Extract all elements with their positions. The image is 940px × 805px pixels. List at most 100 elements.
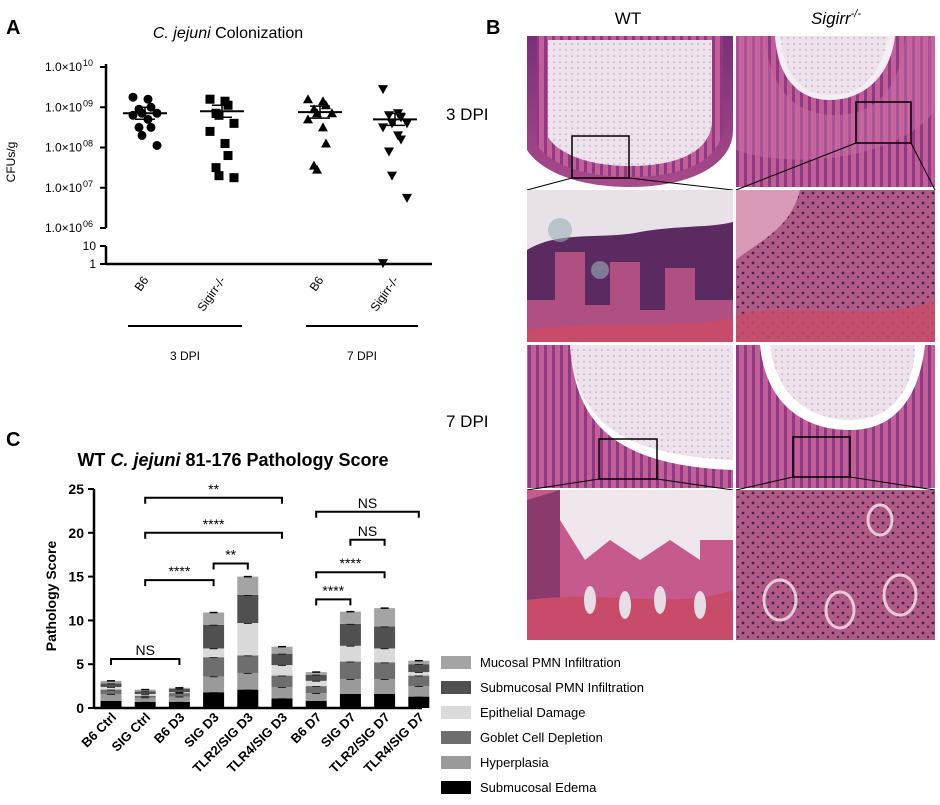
data-point <box>384 147 394 157</box>
data-point <box>152 140 162 150</box>
panel-c-y-tick-label: 25 <box>68 481 84 497</box>
panel-a-y-ticks: 1.0×10 101.0×10 091.0×10 081.0×10 071.0×10 06… <box>45 58 106 271</box>
data-point <box>402 119 412 129</box>
bar-segment <box>134 697 156 702</box>
data-point <box>214 110 224 120</box>
bar-segment <box>374 679 396 694</box>
bar-segment <box>100 686 122 690</box>
panel-a-group-label: 3 DPI <box>170 349 200 363</box>
significance-label: ** <box>225 546 236 562</box>
bar-segment <box>305 686 327 694</box>
bar-segment <box>339 611 361 624</box>
data-point <box>396 135 406 145</box>
panel-c-bars <box>100 575 430 708</box>
panel-a-y-tick-exponent: 10 <box>83 58 93 68</box>
histology-wt-7dpi-zoom <box>527 490 733 640</box>
bar-segment <box>100 683 122 687</box>
panel-a-y-tick-exponent: 07 <box>83 179 93 189</box>
histology-column-sigirr-sup: -/- <box>851 8 862 20</box>
bar-segment <box>271 646 293 654</box>
panel-c-y-tick-label: 20 <box>68 525 84 541</box>
data-point <box>378 85 388 95</box>
panel-c-y-tick-label: 5 <box>76 656 84 672</box>
panel-c-title-italic: C. jejuni <box>110 450 181 470</box>
data-point <box>396 113 406 123</box>
bar-segment <box>339 679 361 694</box>
bar-segment <box>168 696 190 702</box>
significance-label: **** <box>340 555 362 571</box>
significance-bracket <box>144 531 283 539</box>
inset-box-sigirr-3dpi <box>855 101 912 144</box>
panel-a-y-tick-label: 1.0×10 <box>45 141 82 155</box>
panel-a-y-tick-exponent: 06 <box>83 219 93 229</box>
data-point <box>146 122 156 132</box>
histology-wt-3dpi-zoom <box>527 190 733 342</box>
bar-segment <box>134 695 156 698</box>
bar-segment <box>271 686 293 699</box>
histology-sigirr-7dpi-zoom <box>736 490 935 640</box>
significance-bracket <box>144 496 283 504</box>
panel-c-y-axis-label: Pathology Score <box>43 541 59 652</box>
bar-segment <box>271 653 293 666</box>
bar-segment <box>374 693 396 708</box>
bar-segment <box>203 624 225 649</box>
bar-segment <box>271 675 293 687</box>
panel-c-legend: Mucosal PMN Infiltration Submucosal PMN I… <box>441 655 644 795</box>
legend-label: Hyperplasia <box>480 755 549 770</box>
bar-segment <box>408 675 430 687</box>
panel-a-x-tick-label: B6 <box>132 273 152 293</box>
legend-swatch <box>441 706 471 719</box>
bar-segment <box>374 648 396 663</box>
inset-box-sigirr-7dpi <box>792 436 851 478</box>
panel-a-x-tick-label: Sigirr-/- <box>367 274 401 314</box>
panel-a-y-tick-exponent: 08 <box>83 139 93 149</box>
data-point <box>205 94 215 104</box>
data-point <box>387 171 397 181</box>
bar-segment <box>408 672 430 676</box>
data-point <box>321 100 331 110</box>
panel-c-letter: C <box>6 429 20 451</box>
data-point <box>321 138 331 148</box>
bar-segment <box>408 696 430 708</box>
significance-bracket <box>315 571 386 579</box>
histology-sigirr-7dpi-overview <box>736 345 935 488</box>
legend-label: Epithelial Damage <box>480 705 586 720</box>
zoom-lines-3dpi <box>526 142 936 191</box>
legend-swatch <box>441 656 471 669</box>
bar-segment <box>237 672 259 690</box>
data-point <box>137 130 147 140</box>
bar-segment <box>305 674 327 681</box>
histology-row-3dpi: 3 DPI <box>446 105 489 124</box>
panel-a-x-labels: B6 Sigirr-/- B6 Sigirr-/- 3 DPI 7 DPI <box>128 273 418 363</box>
bar-segment <box>237 689 259 708</box>
data-point <box>205 126 215 136</box>
data-point <box>312 164 322 174</box>
bar-segment <box>203 692 225 708</box>
legend-swatch <box>441 781 471 794</box>
bar-segment <box>339 693 361 708</box>
panel-c-title: WT C. jejuni 81-176 Pathology Score <box>77 450 388 470</box>
bar-segment <box>203 648 225 658</box>
panel-a-x-tick-label: Sigirr-/- <box>194 274 228 314</box>
bar-segment <box>134 691 156 694</box>
data-point <box>229 118 239 128</box>
bar-segment <box>168 701 190 708</box>
panel-a-y-tick-label: 1.0×10 <box>45 60 82 74</box>
significance-bracket <box>110 657 181 665</box>
bar-segment <box>100 680 122 684</box>
panel-c-x-tick-label: TLR4/SIG D7 <box>361 710 427 776</box>
panel-a-group-label: 7 DPI <box>347 349 377 363</box>
bar-segment <box>339 661 361 680</box>
data-point <box>303 94 313 104</box>
inset-box-wt-7dpi <box>598 438 658 480</box>
panel-a-y-tick-exponent: 09 <box>83 98 93 108</box>
panel-a-y-tick-label: 1.0×10 <box>45 100 82 114</box>
bar-segment <box>271 698 293 708</box>
bar-segment <box>305 693 327 701</box>
bar-segment <box>100 700 122 708</box>
significance-bracket <box>315 510 420 518</box>
bar-segment <box>408 664 430 673</box>
histology-wt-3dpi-overview <box>527 36 733 187</box>
